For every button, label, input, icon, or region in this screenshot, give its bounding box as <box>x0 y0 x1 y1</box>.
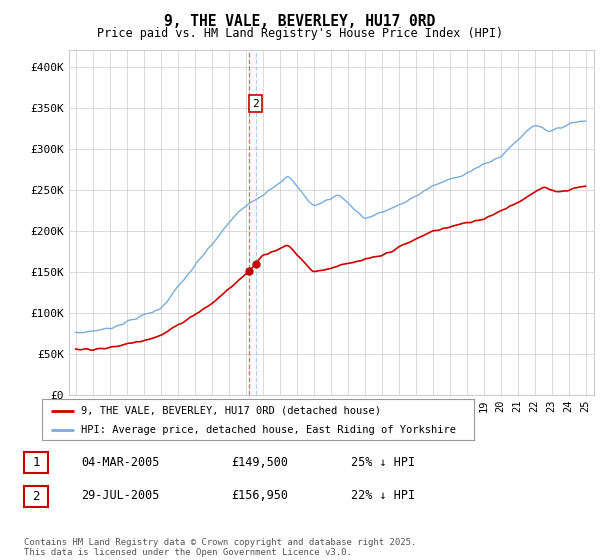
Text: Contains HM Land Registry data © Crown copyright and database right 2025.
This d: Contains HM Land Registry data © Crown c… <box>24 538 416 557</box>
Text: Price paid vs. HM Land Registry's House Price Index (HPI): Price paid vs. HM Land Registry's House … <box>97 27 503 40</box>
Text: 25% ↓ HPI: 25% ↓ HPI <box>351 455 415 469</box>
Text: 29-JUL-2005: 29-JUL-2005 <box>81 489 160 502</box>
Text: 2: 2 <box>32 489 40 503</box>
Text: £156,950: £156,950 <box>231 489 288 502</box>
Text: 2: 2 <box>252 99 259 109</box>
Text: 9, THE VALE, BEVERLEY, HU17 0RD: 9, THE VALE, BEVERLEY, HU17 0RD <box>164 14 436 29</box>
Text: 22% ↓ HPI: 22% ↓ HPI <box>351 489 415 502</box>
Text: 1: 1 <box>32 456 40 469</box>
Text: HPI: Average price, detached house, East Riding of Yorkshire: HPI: Average price, detached house, East… <box>81 424 456 435</box>
Text: £149,500: £149,500 <box>231 455 288 469</box>
Text: 04-MAR-2005: 04-MAR-2005 <box>81 455 160 469</box>
Text: 9, THE VALE, BEVERLEY, HU17 0RD (detached house): 9, THE VALE, BEVERLEY, HU17 0RD (detache… <box>81 405 381 416</box>
